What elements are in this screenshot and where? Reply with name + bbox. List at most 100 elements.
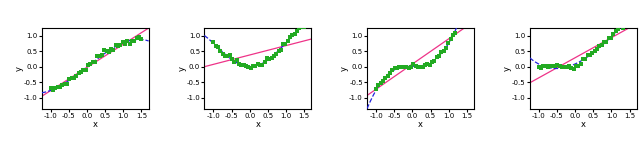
Point — [625, 18, 635, 20]
Point — [408, 63, 419, 65]
Point — [271, 53, 282, 55]
Point — [52, 86, 63, 88]
Point — [588, 52, 598, 55]
Point — [455, 20, 465, 22]
Point — [211, 44, 221, 47]
Point — [461, 0, 472, 3]
Point — [57, 84, 67, 86]
Point — [69, 77, 79, 79]
Point — [213, 46, 223, 48]
Point — [218, 53, 228, 55]
Point — [422, 63, 433, 65]
Point — [118, 41, 128, 43]
Point — [273, 49, 284, 52]
Point — [548, 65, 558, 67]
Point — [383, 75, 393, 77]
Point — [257, 64, 268, 67]
Point — [385, 72, 395, 75]
Point — [85, 62, 95, 65]
Point — [111, 44, 121, 46]
Point — [113, 44, 124, 47]
Point — [608, 33, 618, 35]
Point — [71, 75, 81, 77]
Point — [239, 64, 249, 67]
Point — [457, 15, 467, 17]
Point — [555, 65, 565, 68]
Point — [208, 41, 218, 43]
Point — [62, 83, 72, 86]
Point — [134, 35, 144, 38]
Y-axis label: y: y — [340, 66, 349, 71]
Point — [97, 54, 107, 56]
Point — [378, 80, 388, 83]
Point — [431, 56, 442, 58]
Point — [445, 37, 456, 40]
Point — [575, 63, 586, 66]
Point — [429, 60, 440, 62]
Point — [125, 42, 135, 45]
Point — [255, 63, 265, 66]
Point — [122, 40, 132, 42]
Point — [578, 58, 588, 61]
Point — [227, 58, 237, 61]
Point — [81, 68, 91, 71]
Point — [278, 43, 288, 45]
Point — [606, 37, 616, 40]
Point — [441, 46, 451, 49]
Point — [420, 64, 430, 66]
Point — [390, 67, 400, 69]
Point — [129, 40, 140, 43]
Point — [290, 33, 300, 35]
Point — [287, 33, 298, 36]
Point — [115, 44, 125, 46]
Point — [83, 64, 93, 66]
Point — [592, 47, 602, 50]
Point — [573, 64, 584, 67]
Y-axis label: y: y — [15, 66, 24, 71]
Y-axis label: y: y — [177, 66, 186, 71]
Point — [371, 88, 381, 91]
Point — [104, 51, 114, 53]
Point — [264, 58, 275, 60]
Point — [618, 27, 628, 29]
Point — [452, 25, 463, 27]
Point — [106, 48, 116, 50]
Point — [88, 60, 98, 63]
Point — [132, 36, 142, 39]
Point — [283, 40, 293, 42]
Point — [222, 55, 232, 57]
Point — [90, 61, 100, 63]
Point — [582, 54, 593, 57]
Point — [67, 77, 77, 80]
Point — [615, 25, 625, 27]
Point — [538, 65, 548, 67]
Point — [622, 19, 632, 22]
Point — [460, 9, 470, 12]
Point — [536, 66, 547, 69]
Point — [250, 65, 260, 67]
Point — [534, 66, 544, 68]
Point — [594, 45, 604, 48]
Point — [438, 50, 449, 53]
Point — [611, 30, 621, 32]
Point — [225, 54, 235, 57]
Point — [64, 78, 74, 81]
Point — [108, 49, 118, 51]
Point — [285, 36, 295, 38]
Point — [50, 87, 60, 90]
Point — [571, 64, 581, 67]
Point — [101, 50, 111, 53]
Point — [399, 66, 409, 68]
Point — [589, 50, 600, 53]
X-axis label: x: x — [255, 120, 260, 129]
Point — [266, 56, 276, 59]
Point — [580, 58, 591, 60]
Point — [450, 31, 460, 34]
Point — [448, 34, 458, 36]
Point — [234, 62, 244, 65]
Point — [232, 59, 242, 62]
Point — [541, 65, 551, 68]
Point — [552, 64, 563, 67]
Point — [92, 55, 102, 57]
Point — [95, 55, 105, 57]
